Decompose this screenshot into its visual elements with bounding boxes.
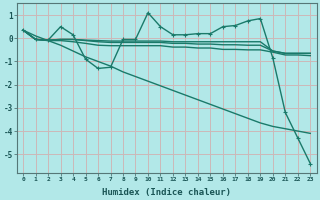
X-axis label: Humidex (Indice chaleur): Humidex (Indice chaleur) bbox=[102, 188, 231, 197]
